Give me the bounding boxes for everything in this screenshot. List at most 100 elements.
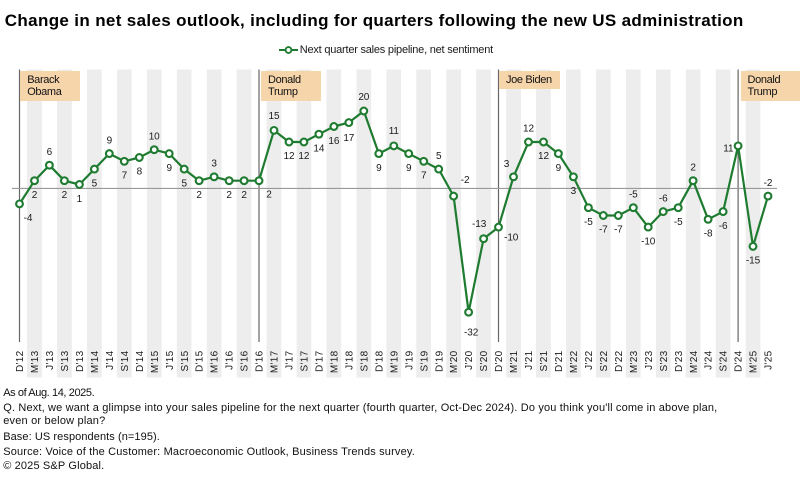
svg-text:M'16: M'16 [210, 350, 221, 373]
svg-text:2: 2 [241, 190, 247, 201]
svg-text:5: 5 [436, 151, 442, 162]
svg-text:12: 12 [298, 151, 309, 162]
svg-text:S'15: S'15 [180, 350, 191, 371]
svg-text:D'21: D'21 [554, 350, 565, 372]
svg-text:D'24: D'24 [734, 350, 745, 372]
svg-text:2: 2 [196, 190, 202, 201]
svg-text:9: 9 [107, 135, 113, 146]
svg-text:12: 12 [523, 124, 534, 135]
svg-text:J'14: J'14 [105, 350, 116, 370]
svg-text:-7: -7 [614, 225, 623, 236]
svg-text:2: 2 [32, 190, 38, 201]
svg-text:-32: -32 [464, 328, 479, 339]
svg-text:-15: -15 [746, 256, 761, 267]
svg-text:D'14: D'14 [135, 350, 146, 372]
svg-text:9: 9 [376, 163, 382, 174]
svg-text:-8: -8 [704, 229, 713, 240]
svg-text:S'23: S'23 [659, 350, 670, 371]
svg-text:2: 2 [266, 190, 272, 201]
svg-text:J'15: J'15 [165, 350, 176, 370]
svg-text:3: 3 [211, 159, 217, 170]
svg-text:M'19: M'19 [389, 350, 400, 373]
svg-text:M'21: M'21 [509, 350, 520, 373]
svg-text:S'17: S'17 [300, 350, 311, 371]
svg-text:2: 2 [226, 190, 232, 201]
svg-text:D'19: D'19 [434, 350, 445, 372]
svg-text:5: 5 [92, 178, 98, 189]
svg-text:15: 15 [269, 111, 280, 122]
svg-text:S'24: S'24 [719, 350, 730, 371]
svg-text:-5: -5 [629, 190, 638, 201]
svg-text:-2: -2 [461, 175, 470, 186]
svg-text:D'15: D'15 [195, 350, 206, 372]
svg-text:J'21: J'21 [524, 350, 535, 370]
svg-text:S'19: S'19 [419, 350, 430, 371]
svg-text:M'13: M'13 [30, 350, 41, 373]
svg-text:J'19: J'19 [404, 350, 415, 370]
svg-text:-6: -6 [719, 221, 728, 232]
svg-text:1: 1 [77, 194, 83, 205]
svg-text:J'13: J'13 [45, 350, 56, 370]
svg-text:M'20: M'20 [449, 350, 460, 373]
svg-text:S'14: S'14 [120, 350, 131, 371]
svg-text:M'24: M'24 [689, 350, 700, 373]
svg-text:-7: -7 [599, 225, 608, 236]
svg-text:M'15: M'15 [150, 350, 161, 373]
svg-text:J'17: J'17 [285, 350, 296, 370]
svg-text:-10: -10 [641, 236, 656, 247]
svg-text:J'25: J'25 [764, 350, 775, 370]
svg-text:-2: -2 [764, 178, 773, 189]
svg-text:-5: -5 [674, 217, 683, 228]
svg-text:M'14: M'14 [90, 350, 101, 373]
svg-text:S'20: S'20 [479, 350, 490, 371]
svg-text:7: 7 [122, 171, 128, 182]
svg-text:M'22: M'22 [569, 350, 580, 373]
svg-text:2: 2 [690, 162, 696, 173]
svg-text:D'13: D'13 [75, 350, 86, 372]
svg-text:S'13: S'13 [60, 350, 71, 371]
svg-text:D'16: D'16 [255, 350, 266, 372]
svg-text:20: 20 [358, 92, 369, 103]
svg-text:D'22: D'22 [614, 350, 625, 372]
svg-text:14: 14 [313, 144, 324, 155]
svg-text:D'18: D'18 [374, 350, 385, 372]
svg-text:-4: -4 [24, 213, 33, 224]
svg-text:-10: -10 [504, 232, 519, 243]
svg-text:12: 12 [538, 151, 549, 162]
svg-text:17: 17 [343, 133, 354, 144]
svg-text:11: 11 [389, 126, 400, 137]
svg-text:3: 3 [504, 159, 510, 170]
svg-text:5: 5 [181, 178, 187, 189]
svg-text:10: 10 [149, 132, 160, 143]
svg-text:-13: -13 [472, 219, 487, 230]
svg-text:S'18: S'18 [359, 350, 370, 371]
svg-text:S'22: S'22 [599, 350, 610, 371]
svg-text:D'23: D'23 [674, 350, 685, 372]
svg-text:6: 6 [47, 147, 53, 158]
svg-text:9: 9 [406, 163, 412, 174]
svg-text:12: 12 [284, 151, 295, 162]
svg-text:J'22: J'22 [584, 350, 595, 370]
svg-text:S'16: S'16 [240, 350, 251, 371]
svg-text:2: 2 [62, 190, 68, 201]
svg-text:J'16: J'16 [225, 350, 236, 370]
svg-text:D'20: D'20 [494, 350, 505, 372]
svg-text:D'17: D'17 [315, 350, 326, 372]
svg-text:M'17: M'17 [270, 350, 281, 373]
svg-text:S'21: S'21 [539, 350, 550, 371]
svg-text:-5: -5 [584, 217, 593, 228]
svg-text:3: 3 [571, 186, 577, 197]
svg-text:M'25: M'25 [749, 350, 760, 373]
svg-text:7: 7 [421, 171, 427, 182]
svg-text:-6: -6 [659, 193, 668, 204]
svg-text:16: 16 [328, 136, 339, 147]
svg-text:J'20: J'20 [464, 350, 475, 370]
svg-text:J'23: J'23 [644, 350, 655, 370]
svg-text:J'18: J'18 [344, 350, 355, 370]
svg-text:J'24: J'24 [704, 350, 715, 370]
svg-text:11: 11 [723, 144, 734, 155]
svg-text:8: 8 [137, 167, 143, 178]
svg-text:9: 9 [166, 163, 172, 174]
svg-text:M'18: M'18 [330, 350, 341, 373]
svg-text:D'12: D'12 [15, 350, 26, 372]
